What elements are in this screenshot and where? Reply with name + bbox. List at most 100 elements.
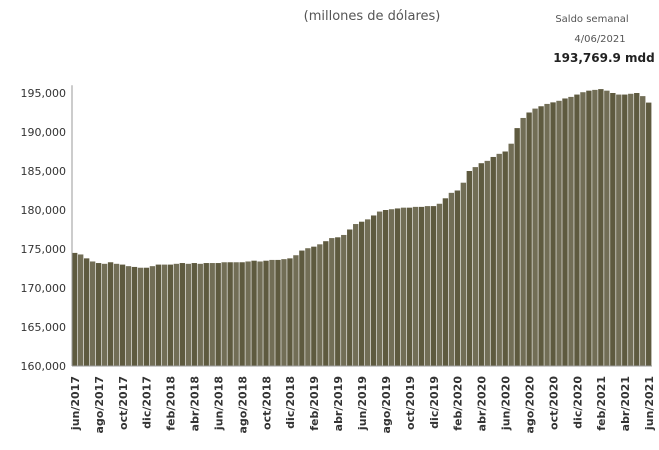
x-tick-label: abr/2018 — [189, 376, 202, 431]
bar — [388, 209, 395, 366]
x-tick-label: feb/2020 — [452, 376, 465, 431]
bar — [149, 266, 156, 366]
bar — [484, 160, 490, 366]
x-tick-label: ago/2020 — [523, 376, 536, 434]
bar — [323, 241, 329, 366]
annotation: Saldo semanal — [555, 14, 628, 25]
bar — [185, 263, 191, 366]
bar — [341, 234, 347, 366]
x-tick-label: feb/2018 — [165, 376, 178, 431]
bar — [454, 190, 461, 366]
y-tick-label: 180,000 — [21, 204, 67, 217]
bar — [400, 207, 407, 366]
bar — [472, 167, 478, 366]
x-tick-label: feb/2019 — [308, 376, 321, 431]
bar — [496, 153, 502, 366]
annotation: 193,769.9 mdd — [553, 51, 654, 65]
bar — [610, 93, 616, 366]
bar — [191, 263, 197, 366]
bar — [245, 261, 251, 366]
bar — [95, 263, 102, 366]
bar — [370, 215, 377, 366]
x-tick-label: dic/2017 — [141, 376, 154, 429]
chart-title: (millones de dólares) — [304, 9, 441, 24]
x-tick-label: oct/2017 — [117, 376, 130, 430]
bar — [628, 93, 634, 366]
bar — [83, 258, 90, 366]
bar — [646, 102, 652, 366]
bar — [574, 94, 580, 366]
bar — [412, 206, 419, 366]
bar — [263, 260, 269, 366]
x-tick-label: feb/2021 — [595, 376, 608, 431]
bar — [568, 96, 574, 367]
bar — [382, 210, 389, 366]
bar — [508, 143, 514, 366]
bar — [520, 117, 526, 367]
bar — [448, 192, 455, 366]
x-tick-label: jun/2017 — [69, 376, 82, 431]
bar — [173, 263, 180, 366]
x-tick-label: jun/2021 — [643, 376, 656, 431]
bar — [221, 262, 227, 366]
annotation: 4/06/2021 — [574, 34, 625, 45]
y-tick-label: 190,000 — [21, 126, 67, 139]
y-tick-label: 165,000 — [21, 321, 67, 334]
bar — [281, 259, 287, 366]
bar — [113, 263, 120, 366]
x-tick-label: dic/2019 — [428, 376, 441, 429]
bar — [179, 263, 186, 366]
bar — [269, 259, 275, 366]
x-tick-label: oct/2018 — [260, 376, 273, 430]
bar — [257, 261, 263, 366]
bar — [634, 93, 640, 366]
y-tick-label: 185,000 — [21, 165, 67, 178]
x-tick-label: abr/2020 — [476, 376, 489, 432]
bar — [376, 211, 383, 366]
bar — [592, 89, 598, 366]
bar — [89, 261, 96, 366]
bar — [227, 262, 233, 366]
y-tick-label: 175,000 — [21, 243, 67, 256]
bar — [329, 238, 335, 366]
bar — [353, 224, 359, 366]
bar — [604, 90, 610, 366]
x-tick-label: ago/2019 — [380, 376, 393, 434]
bar — [478, 163, 484, 366]
bar — [125, 266, 132, 366]
x-tick-label: jun/2020 — [500, 376, 513, 431]
bar — [251, 260, 257, 366]
x-tick-label: ago/2018 — [236, 376, 249, 434]
bar — [586, 90, 592, 366]
bar — [418, 206, 425, 366]
bar — [532, 108, 538, 366]
bar — [101, 263, 108, 366]
bar — [239, 262, 245, 366]
bar — [544, 103, 550, 367]
bar — [430, 206, 437, 366]
x-tick-label: jun/2019 — [356, 376, 369, 431]
bar — [598, 89, 604, 366]
bar — [305, 248, 311, 366]
bar — [131, 266, 138, 366]
bar — [209, 263, 215, 366]
x-tick-label: jun/2018 — [212, 376, 225, 431]
bar — [197, 263, 203, 366]
bar — [287, 258, 293, 366]
x-tick-label: dic/2018 — [284, 376, 297, 429]
bar — [317, 244, 323, 366]
bar — [580, 92, 586, 366]
bar — [77, 254, 84, 366]
y-tick-label: 195,000 — [21, 87, 67, 100]
y-tick-label: 170,000 — [21, 282, 67, 295]
bar — [167, 264, 174, 366]
bar — [137, 267, 144, 366]
bar — [107, 262, 114, 366]
x-tick-label: oct/2019 — [404, 376, 417, 430]
bar — [460, 182, 467, 366]
bar — [293, 255, 299, 366]
bar — [233, 262, 239, 366]
bar — [215, 263, 221, 366]
bar — [502, 151, 508, 366]
